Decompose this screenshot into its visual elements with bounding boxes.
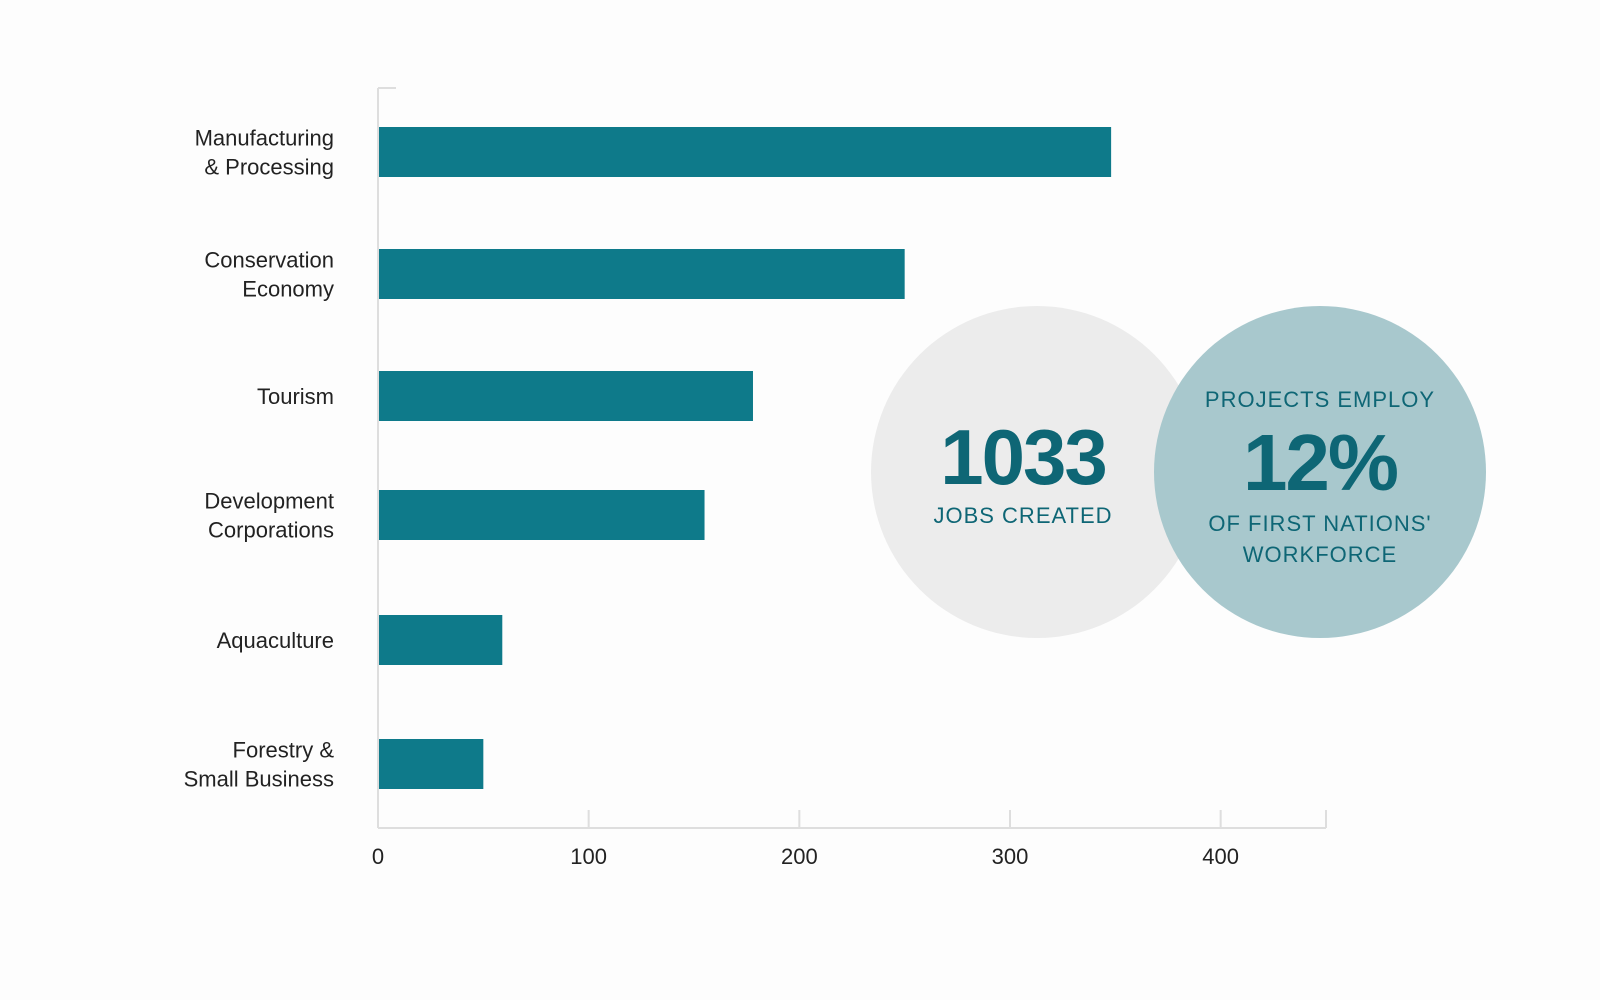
category-label: Manufacturing — [195, 126, 334, 151]
bar — [378, 739, 484, 789]
x-tick-label: 200 — [781, 844, 818, 869]
workforce-bubble — [1154, 306, 1486, 638]
jobs-value: 1033 — [940, 413, 1106, 501]
category-label: Aquaculture — [217, 628, 334, 653]
bar — [378, 490, 705, 540]
workforce-label-line-1: OF FIRST NATIONS' — [1208, 511, 1431, 536]
category-label: & Processing — [204, 155, 334, 180]
workforce-value: 12% — [1243, 418, 1398, 507]
x-tick-label: 0 — [372, 844, 384, 869]
jobs-label: JOBS CREATED — [933, 503, 1112, 528]
bar — [378, 371, 753, 421]
category-label: Conservation — [204, 248, 334, 273]
x-tick-label: 300 — [992, 844, 1029, 869]
jobs-created-bubble — [871, 306, 1203, 638]
stats-bubbles: 1033 JOBS CREATED PROJECTS EMPLOY 12% OF… — [871, 306, 1486, 638]
category-label: Tourism — [257, 384, 334, 409]
x-axis: 0 100 200 300 400 — [372, 87, 1327, 869]
category-label: Corporations — [208, 518, 334, 543]
bars-layer — [378, 127, 1112, 789]
bar — [378, 127, 1112, 177]
x-tick-label: 100 — [570, 844, 607, 869]
bar — [378, 249, 905, 299]
category-label: Economy — [242, 277, 334, 302]
category-labels: Manufacturing & Processing Conservation Eco… — [184, 126, 335, 792]
category-label: Small Business — [184, 767, 334, 792]
workforce-label-line-2: WORKFORCE — [1243, 542, 1397, 567]
workforce-top-label: PROJECTS EMPLOY — [1205, 387, 1435, 412]
bar — [378, 615, 503, 665]
category-label: Forestry & — [233, 738, 335, 763]
x-tick-label: 400 — [1202, 844, 1239, 869]
category-label: Development — [204, 489, 334, 514]
